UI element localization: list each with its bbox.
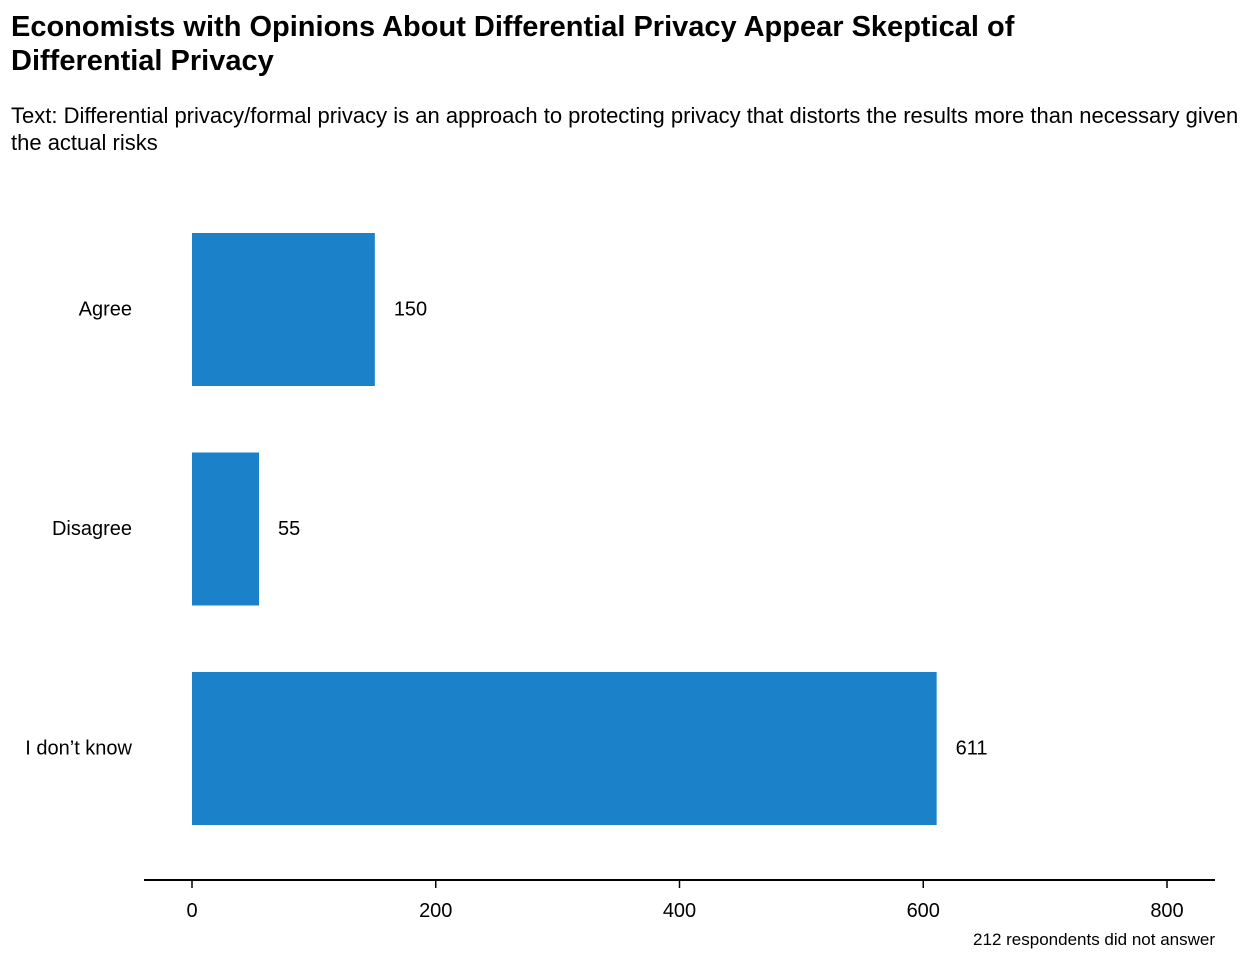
- bar-2: [192, 672, 937, 825]
- value-label: 611: [956, 738, 988, 760]
- value-label: 150: [394, 299, 427, 321]
- bar-0: [192, 233, 375, 386]
- x-tick-label: 800: [1150, 900, 1183, 922]
- bars-layer: Agree 150 Disagree 55 I don’t know 611: [25, 233, 988, 825]
- x-tick-label: 0: [186, 900, 197, 922]
- category-label: Disagree: [52, 518, 132, 540]
- x-tick-label: 600: [907, 900, 940, 922]
- value-label: 55: [278, 518, 300, 540]
- x-tick-label: 200: [419, 900, 452, 922]
- chart-subtitle: Text: Differential privacy/formal privac…: [11, 103, 1239, 155]
- footnote: 212 respondents did not answer: [973, 930, 1215, 949]
- chart-title: Economists with Opinions About Different…: [11, 11, 1015, 77]
- bar-1: [192, 452, 260, 606]
- x-axis: 0 200 400 600 800: [144, 879, 1215, 922]
- x-tick-label: 400: [663, 900, 696, 922]
- category-label: Agree: [79, 299, 132, 321]
- category-label: I don’t know: [25, 738, 132, 760]
